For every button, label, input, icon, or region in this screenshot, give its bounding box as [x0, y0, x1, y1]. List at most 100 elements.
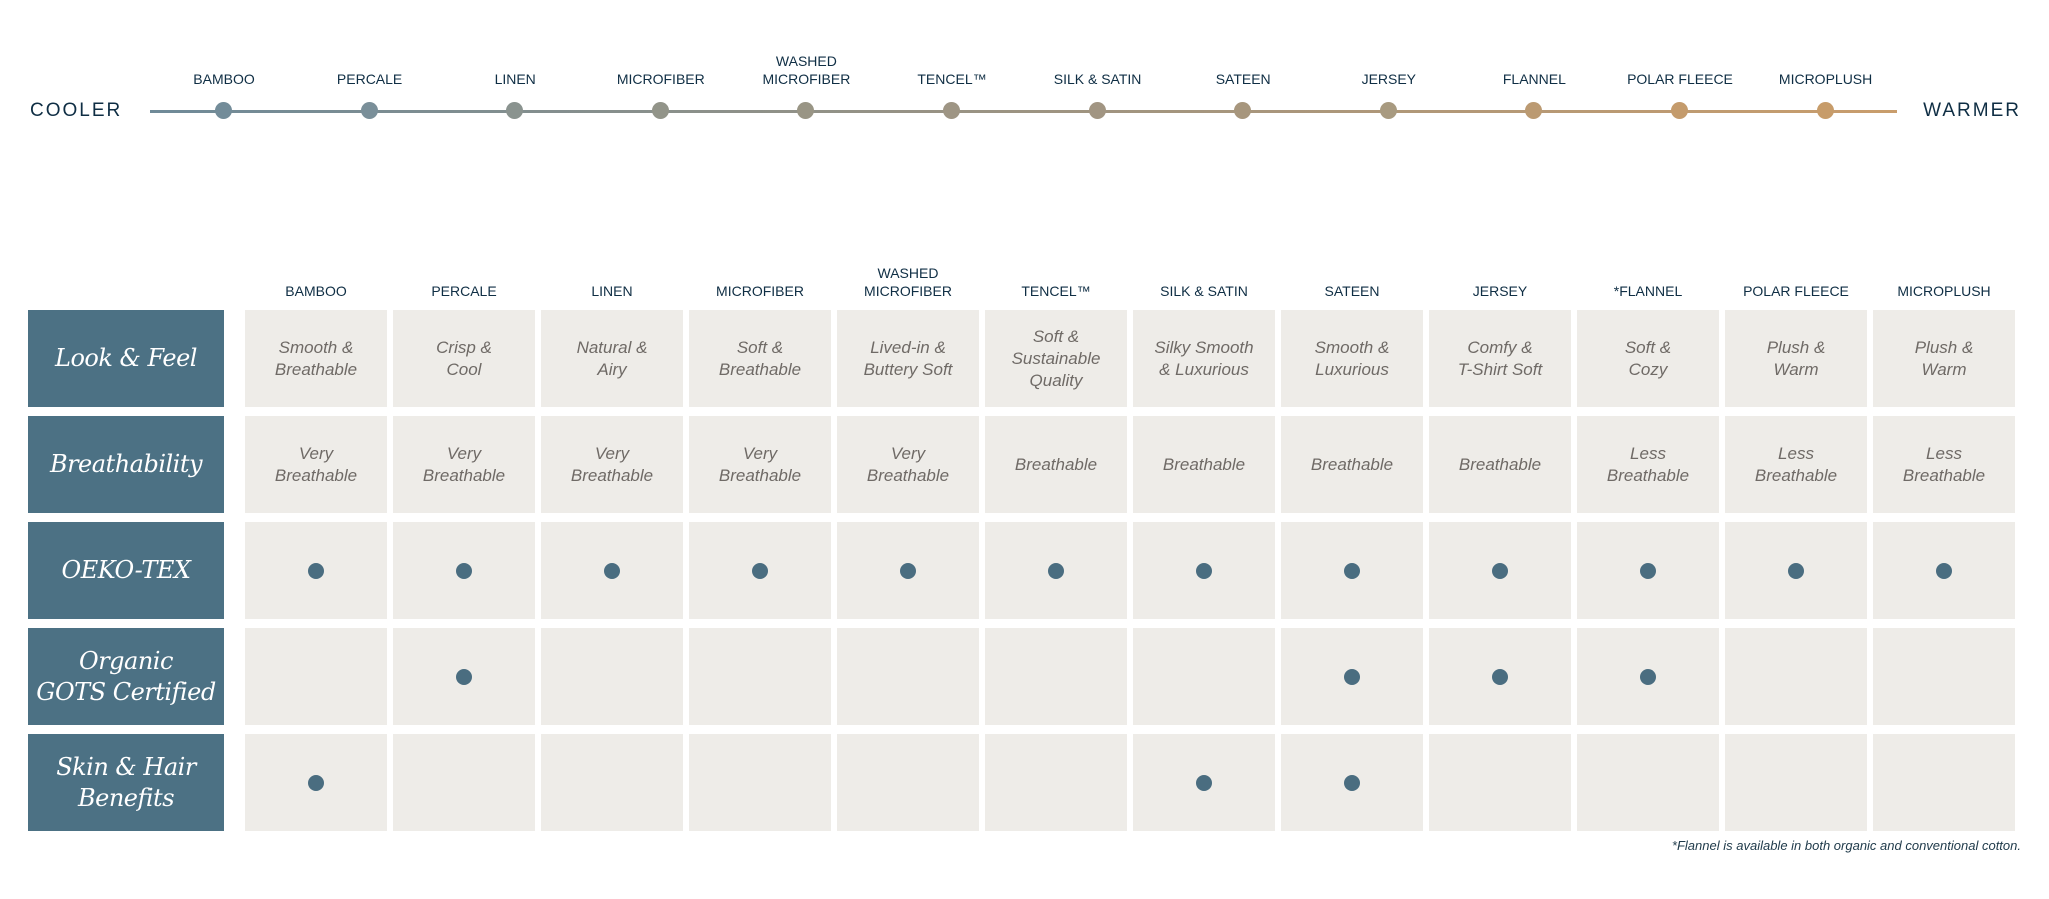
check-dot	[1936, 562, 1952, 579]
check-dot	[1344, 562, 1360, 579]
scale-item-label: WASHED MICROFIBER	[762, 53, 851, 87]
column-header: *FLANNEL	[1613, 283, 1683, 299]
table-cell	[1873, 734, 2015, 831]
table-cell	[837, 628, 979, 725]
table-cell: Smooth & Breathable	[245, 310, 387, 407]
scale-item-label: PERCALE	[336, 71, 403, 87]
column-header: WASHED MICROFIBER	[864, 265, 952, 299]
row-label: Look & Feel	[28, 310, 224, 407]
table-cell: Soft & Cozy	[1577, 310, 1719, 407]
table-cell	[1429, 628, 1571, 725]
scale-dot	[943, 102, 960, 119]
table-cell: Breathable	[985, 416, 1127, 513]
scale-item-label: SILK & SATIN	[1053, 71, 1142, 87]
scale-dot	[360, 102, 378, 119]
scale-item: POLAR FLEECE	[1610, 0, 1750, 130]
table-cell	[1429, 734, 1571, 831]
column-header: MICROFIBER	[716, 283, 804, 299]
table-cell	[1577, 734, 1719, 831]
scale-item: MICROPLUSH	[1756, 0, 1896, 130]
scale-dot	[1816, 102, 1834, 119]
table-cell	[837, 734, 979, 831]
scale-item-label: LINEN	[494, 71, 536, 87]
table-cell: Plush & Warm	[1873, 310, 2015, 407]
table-cell	[1281, 734, 1423, 831]
scale-item-label: MICROPLUSH	[1778, 71, 1873, 87]
table-cell	[245, 628, 387, 725]
check-dot	[308, 562, 324, 579]
table-cell	[837, 522, 979, 619]
check-dot	[1788, 562, 1804, 579]
column-header: POLAR FLEECE	[1743, 283, 1849, 299]
table-cell: Soft & Sustainable Quality	[985, 310, 1127, 407]
scale-item-label: POLAR FLEECE	[1627, 71, 1733, 87]
table-cell: Less Breathable	[1873, 416, 2015, 513]
column-header: JERSEY	[1472, 283, 1528, 299]
scale-dot	[797, 102, 815, 119]
scale-item: WASHED MICROFIBER	[736, 0, 876, 130]
scale-item-label: SATEEN	[1215, 71, 1271, 87]
scale-item: SILK & SATIN	[1028, 0, 1168, 130]
table-cell: Breathable	[1429, 416, 1571, 513]
table-cell	[541, 522, 683, 619]
table-cell	[393, 734, 535, 831]
table-cell: Less Breathable	[1725, 416, 1867, 513]
check-dot	[1344, 774, 1360, 791]
scale-item-label: JERSEY	[1361, 71, 1417, 87]
table-cell	[689, 522, 831, 619]
column-header: SATEEN	[1324, 283, 1380, 299]
check-dot	[900, 562, 916, 579]
scale-item-label: TENCEL™	[917, 71, 987, 87]
table-cell	[1133, 628, 1275, 725]
table-cell: Comfy & T-Shirt Soft	[1429, 310, 1571, 407]
scale-dot	[1525, 102, 1543, 119]
scale-dot	[1379, 102, 1397, 119]
warmth-scale: COOLER BAMBOO PERCALE LINEN MICROFIBER WASHE…	[0, 0, 2049, 160]
check-dot	[752, 562, 768, 579]
scale-item-label: FLANNEL	[1502, 71, 1566, 87]
table-cell	[1281, 628, 1423, 725]
check-dot	[604, 562, 620, 579]
row-label: Breathability	[28, 416, 224, 513]
table-cell	[985, 628, 1127, 725]
scale-dot	[506, 102, 524, 119]
table-cell: Lived-in & Buttery Soft	[837, 310, 979, 407]
column-header: LINEN	[591, 283, 633, 299]
table-cell: Very Breathable	[245, 416, 387, 513]
column-header: SILK & SATIN	[1160, 283, 1248, 299]
table-cell	[1429, 522, 1571, 619]
scale-dot	[1671, 102, 1688, 119]
scale-item: MICROFIBER	[591, 0, 731, 130]
column-header: TENCEL™	[1021, 283, 1091, 299]
table-cell: Breathable	[1281, 416, 1423, 513]
check-dot	[456, 668, 472, 685]
table-cell: Silky Smooth & Luxurious	[1133, 310, 1275, 407]
table-cell: Plush & Warm	[1725, 310, 1867, 407]
table-cell	[1281, 522, 1423, 619]
table-cell: Natural & Airy	[541, 310, 683, 407]
scale-item: LINEN	[445, 0, 585, 130]
table-cell	[541, 628, 683, 725]
table-cell	[1725, 734, 1867, 831]
column-header: MICROPLUSH	[1897, 283, 1991, 299]
warmth-scale-line	[150, 110, 1897, 113]
scale-item-label: MICROFIBER	[616, 71, 705, 87]
table-cell	[1577, 628, 1719, 725]
scale-item-label: BAMBOO	[193, 71, 255, 87]
check-dot	[456, 562, 472, 579]
scale-item: JERSEY	[1319, 0, 1459, 130]
table-cell: Very Breathable	[541, 416, 683, 513]
table-cell: Very Breathable	[393, 416, 535, 513]
table-cell: Smooth & Luxurious	[1281, 310, 1423, 407]
scale-item: SATEEN	[1173, 0, 1313, 130]
scale-item: TENCEL™	[882, 0, 1022, 130]
row-label: Organic GOTS Certified	[28, 628, 224, 725]
table-cell	[1133, 734, 1275, 831]
table-cell	[245, 522, 387, 619]
scale-dot	[215, 102, 232, 119]
check-dot	[1640, 562, 1656, 579]
table-cell	[393, 522, 535, 619]
check-dot	[308, 774, 324, 791]
table-cell: Very Breathable	[837, 416, 979, 513]
table-cell	[689, 628, 831, 725]
